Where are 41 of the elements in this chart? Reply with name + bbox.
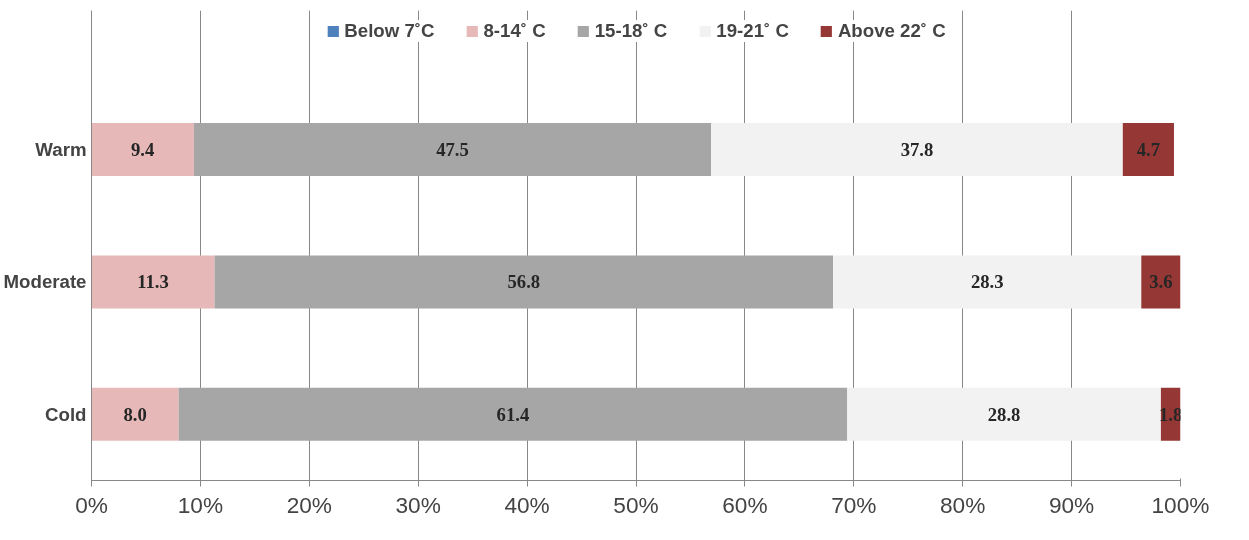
x-tick-label: 70%: [831, 491, 877, 518]
legend-label: 19-21˚ C: [716, 20, 789, 42]
bar: [833, 255, 1142, 309]
x-tick-label: 60%: [722, 491, 768, 518]
data-label: 56.8: [507, 271, 541, 293]
data-label: 28.3: [970, 271, 1004, 293]
x-tick-label: 50%: [613, 491, 659, 518]
bar: [91, 387, 179, 441]
bar: [178, 387, 848, 441]
legend-label: 8-14˚ C: [483, 20, 546, 42]
data-label: 9.4: [131, 139, 155, 161]
x-tick-label: 80%: [940, 491, 986, 518]
data-label: 3.6: [1149, 271, 1173, 293]
bar: [91, 123, 194, 176]
x-tick-label: 0%: [75, 491, 108, 518]
y-tick-label: Warm: [35, 139, 87, 161]
bar: [1141, 255, 1181, 309]
x-tick-label: 100%: [1151, 491, 1210, 518]
bar: [193, 123, 712, 176]
x-tick-label: 90%: [1048, 491, 1095, 518]
bar: [847, 387, 1161, 441]
data-label: 11.3: [137, 271, 169, 293]
legend-label: Below 7˚C: [344, 20, 435, 42]
y-tick-label: Cold: [45, 403, 87, 425]
data-label: 4.7: [1136, 139, 1161, 161]
y-tick-label: Moderate: [3, 271, 87, 293]
bar: [1122, 123, 1174, 176]
x-tick-label: 40%: [504, 491, 550, 518]
data-label: 28.8: [987, 403, 1021, 425]
bar: [711, 123, 1123, 176]
data-label: 47.5: [436, 139, 469, 161]
data-label: 37.8: [900, 139, 934, 161]
x-tick-label: 20%: [286, 491, 332, 518]
legend-label: Above 22˚ C: [837, 20, 946, 42]
data-label: 8.0: [123, 403, 147, 425]
bar: [214, 255, 834, 309]
data-label: 61.4: [496, 403, 530, 425]
x-tick-label: 30%: [395, 491, 441, 518]
x-tick-label: 10%: [177, 491, 224, 518]
legend-label: 15-18˚ C: [594, 20, 668, 42]
bar: [91, 255, 215, 309]
